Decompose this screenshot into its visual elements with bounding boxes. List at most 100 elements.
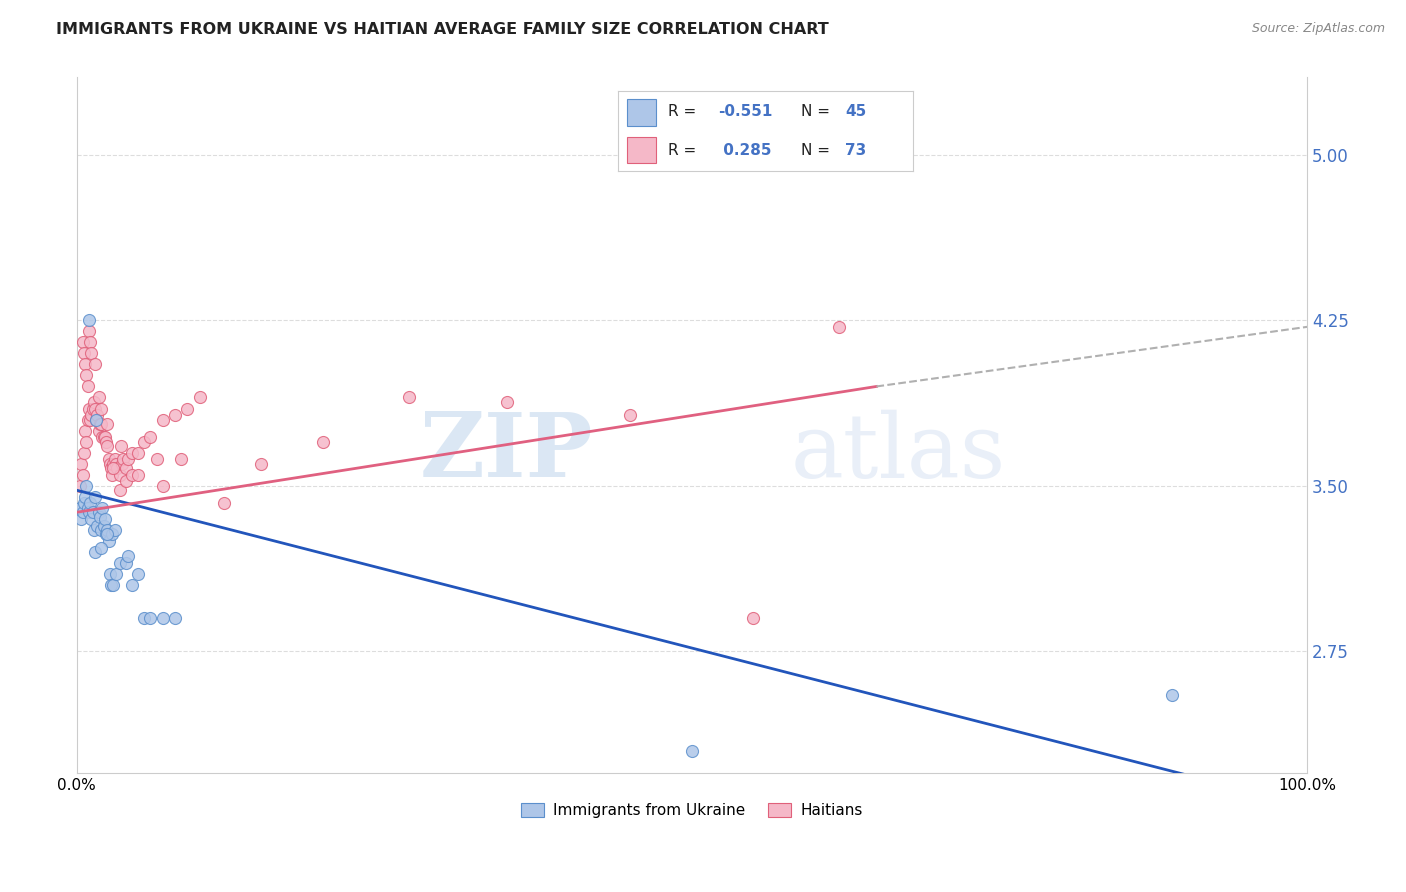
- Point: [79, 335, 101, 350]
- Point: [176, 401, 198, 416]
- Point: [87, 391, 110, 405]
- Point: [90, 541, 112, 555]
- Point: [105, 461, 128, 475]
- Point: [84, 545, 107, 559]
- Point: [69, 479, 91, 493]
- Point: [77, 324, 100, 338]
- Point: [134, 434, 156, 449]
- Point: [75, 434, 97, 449]
- Point: [84, 401, 107, 416]
- Point: [84, 358, 107, 372]
- Point: [79, 496, 101, 510]
- Point: [250, 457, 273, 471]
- Point: [73, 445, 96, 459]
- Text: ZIP: ZIP: [420, 409, 593, 497]
- Point: [90, 401, 112, 416]
- Point: [121, 578, 143, 592]
- Point: [80, 512, 103, 526]
- Point: [80, 346, 103, 360]
- Point: [86, 408, 108, 422]
- Point: [101, 467, 124, 482]
- Point: [127, 567, 149, 582]
- Point: [91, 500, 114, 515]
- Point: [188, 391, 211, 405]
- Point: [82, 505, 104, 519]
- Point: [83, 395, 105, 409]
- Point: [96, 439, 118, 453]
- Point: [681, 744, 703, 758]
- Point: [117, 549, 139, 564]
- Point: [152, 611, 174, 625]
- Point: [77, 313, 100, 327]
- Point: [76, 379, 98, 393]
- Point: [127, 467, 149, 482]
- Point: [163, 408, 186, 422]
- Point: [98, 567, 121, 582]
- Point: [96, 527, 118, 541]
- Point: [84, 412, 107, 426]
- Point: [72, 467, 94, 482]
- Point: [114, 556, 136, 570]
- Point: [114, 475, 136, 489]
- Point: [97, 533, 120, 548]
- Point: [94, 434, 117, 449]
- Point: [103, 457, 125, 471]
- Text: Source: ZipAtlas.com: Source: ZipAtlas.com: [1251, 22, 1385, 36]
- Point: [100, 461, 122, 475]
- Point: [73, 346, 96, 360]
- Point: [87, 424, 110, 438]
- Point: [742, 611, 765, 625]
- Point: [100, 578, 122, 592]
- Point: [84, 412, 107, 426]
- Point: [70, 512, 93, 526]
- Point: [72, 505, 94, 519]
- Point: [96, 523, 118, 537]
- Point: [76, 412, 98, 426]
- Point: [121, 445, 143, 459]
- Point: [83, 523, 105, 537]
- Point: [152, 412, 174, 426]
- Point: [139, 611, 162, 625]
- Point: [91, 430, 114, 444]
- Point: [77, 505, 100, 519]
- Point: [101, 527, 124, 541]
- Point: [97, 452, 120, 467]
- Point: [112, 452, 135, 467]
- Point: [127, 445, 149, 459]
- Point: [79, 412, 101, 426]
- Legend: Immigrants from Ukraine, Haitians: Immigrants from Ukraine, Haitians: [515, 797, 869, 824]
- Point: [134, 611, 156, 625]
- Point: [163, 611, 186, 625]
- Point: [121, 467, 143, 482]
- Point: [82, 401, 104, 416]
- Point: [86, 518, 108, 533]
- Point: [70, 457, 93, 471]
- Point: [398, 391, 420, 405]
- Point: [108, 483, 131, 498]
- Point: [94, 430, 117, 444]
- Point: [87, 505, 110, 519]
- Point: [90, 523, 112, 537]
- Point: [170, 452, 193, 467]
- Point: [98, 457, 121, 471]
- Point: [108, 556, 131, 570]
- Point: [93, 518, 115, 533]
- Point: [103, 461, 125, 475]
- Point: [76, 500, 98, 515]
- Point: [94, 527, 117, 541]
- Point: [75, 424, 97, 438]
- Point: [104, 567, 127, 582]
- Point: [75, 479, 97, 493]
- Point: [75, 368, 97, 383]
- Point: [1160, 689, 1182, 703]
- Point: [104, 457, 127, 471]
- Point: [114, 461, 136, 475]
- Point: [72, 335, 94, 350]
- Point: [496, 395, 519, 409]
- Point: [84, 490, 107, 504]
- Point: [212, 496, 235, 510]
- Point: [108, 467, 131, 482]
- Point: [80, 408, 103, 422]
- Point: [69, 500, 91, 515]
- Point: [104, 452, 127, 467]
